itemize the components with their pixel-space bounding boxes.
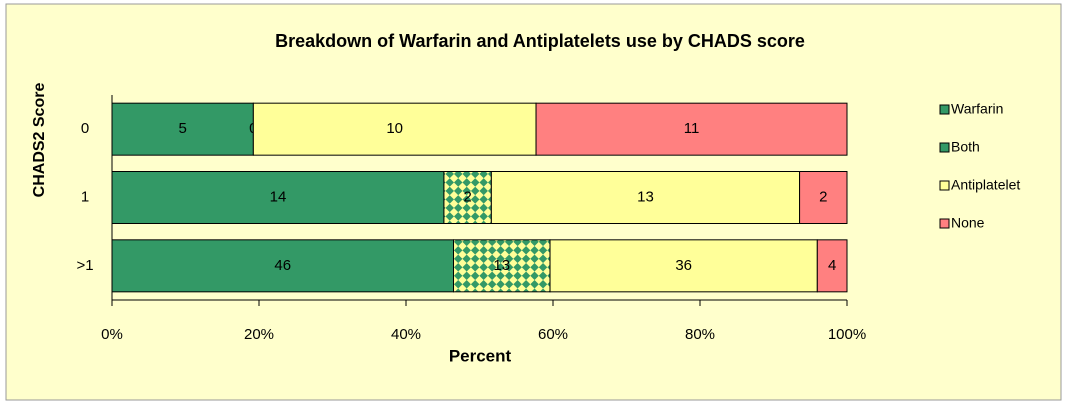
legend-label: Both — [951, 139, 980, 155]
data-label: 46 — [274, 257, 291, 274]
legend-swatch — [939, 180, 950, 191]
bar-segment — [535, 102, 848, 156]
bar-segment — [799, 171, 848, 224]
x-tick-label: 60% — [538, 326, 568, 343]
data-label: 4 — [828, 257, 836, 274]
bar-segment — [816, 239, 848, 293]
legend-label: Warfarin — [951, 101, 1003, 117]
bar-segment — [111, 102, 254, 156]
data-label: 10 — [386, 120, 403, 137]
data-label: 5 — [179, 120, 187, 137]
x-tick-label: 80% — [685, 326, 715, 343]
legend-swatch — [939, 218, 950, 229]
data-label: 36 — [675, 257, 692, 274]
y-tick-label: 1 — [81, 188, 89, 205]
data-label: 11 — [684, 120, 700, 137]
legend-swatch — [939, 104, 950, 115]
legend-swatch — [939, 142, 950, 153]
x-tick-label: 20% — [244, 326, 274, 343]
bar-segment — [111, 171, 445, 224]
y-tick-label: >1 — [76, 257, 93, 274]
y-tick-label: 0 — [81, 120, 89, 137]
data-label: 14 — [270, 188, 287, 205]
data-label: 13 — [493, 257, 510, 274]
x-tick-label: 0% — [101, 326, 123, 343]
bar-segment — [549, 239, 818, 293]
data-label: 13 — [637, 188, 654, 205]
x-axis-label: Percent — [449, 346, 512, 365]
bar-segment — [111, 239, 455, 293]
bar-segment — [453, 239, 551, 293]
data-label: 2 — [819, 188, 827, 205]
x-tick-label: 100% — [828, 326, 866, 343]
legend-label: Antiplatelet — [951, 177, 1020, 193]
data-label: 2 — [463, 188, 471, 205]
x-tick-label: 40% — [391, 326, 421, 343]
chart-title: Breakdown of Warfarin and Antiplatelets … — [275, 31, 805, 51]
bar-segment — [252, 102, 537, 156]
legend-label: None — [951, 215, 985, 231]
y-axis-label: CHADS2 Score — [31, 83, 48, 198]
